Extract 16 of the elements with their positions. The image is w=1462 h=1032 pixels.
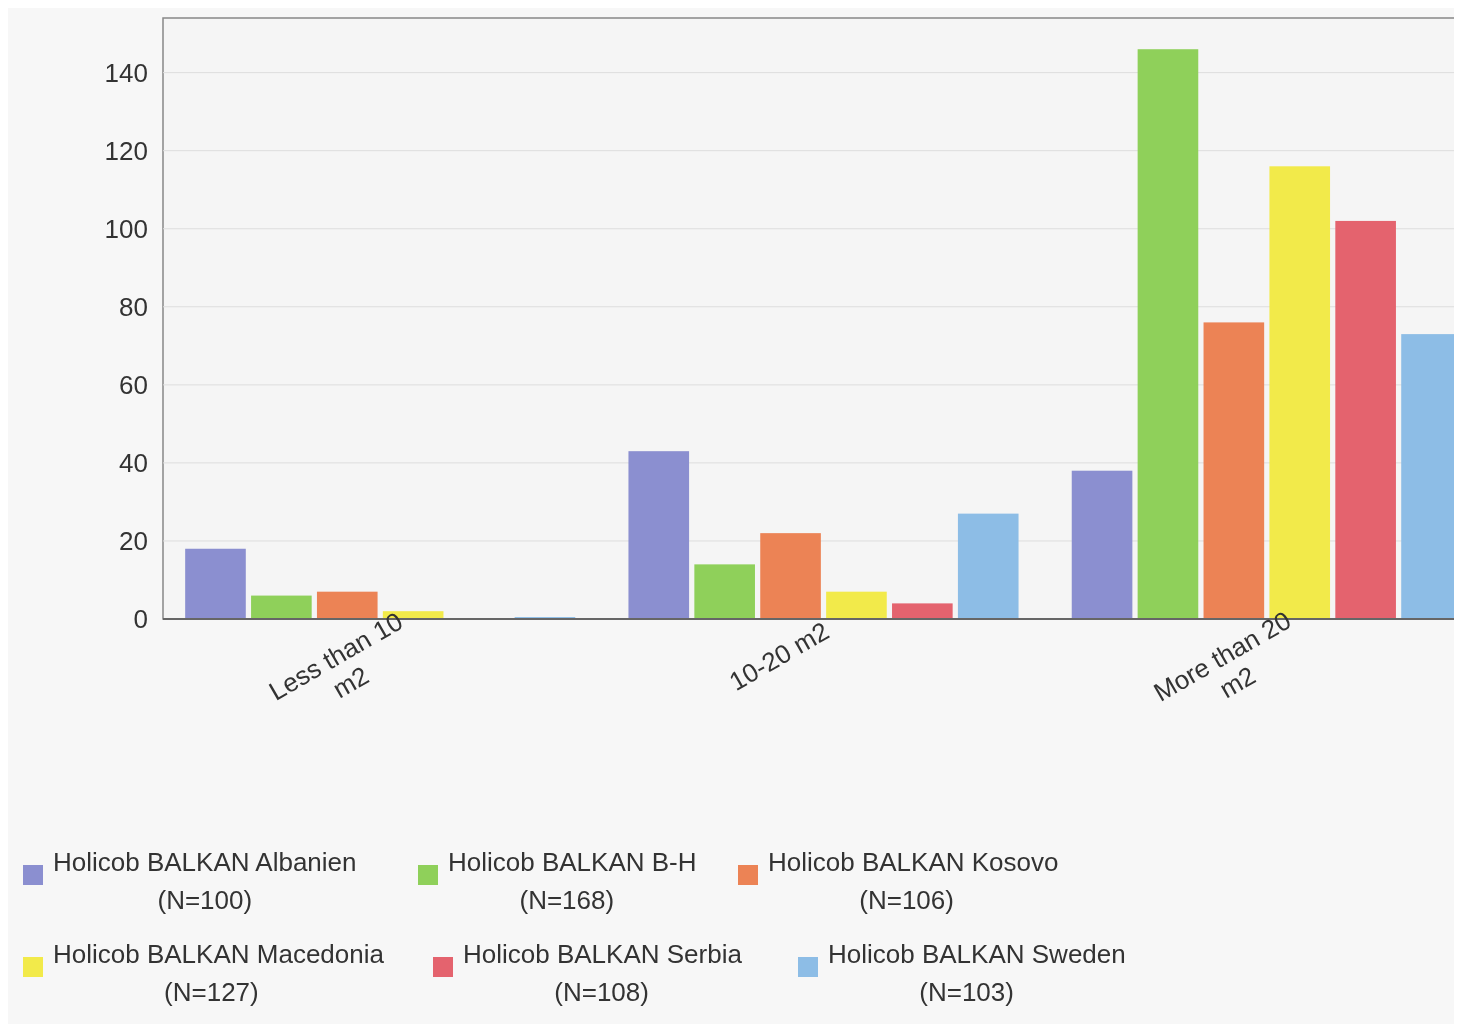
legend-label: Holicob BALKAN Sweden (N=103) [828,939,1126,1007]
y-tick-label: 80 [119,291,148,322]
legend-label: Holicob BALKAN Macedonia (N=127) [53,939,385,1007]
y-tick-label: 0 [133,604,148,635]
y-tick-label: 140 [104,57,148,88]
y-tick-label: 100 [104,213,148,244]
legend-label: Holicob BALKAN Albanien (N=100) [53,847,357,915]
y-tick-label: 120 [104,135,148,166]
x-tick-label: More than 20 m2 [1148,604,1297,708]
legend-label: Holicob BALKAN Serbia (N=108) [463,939,743,1007]
y-tick-label: 40 [119,448,148,478]
legend-label: Holicob BALKAN Kosovo (N=106) [768,847,1059,915]
y-tick-label: 60 [119,369,148,400]
legend-label: Holicob BALKAN B-H (N=168) [448,847,697,915]
x-tick-label: Less than 10 m2 [263,605,408,707]
y-tick-label: 20 [119,526,148,557]
